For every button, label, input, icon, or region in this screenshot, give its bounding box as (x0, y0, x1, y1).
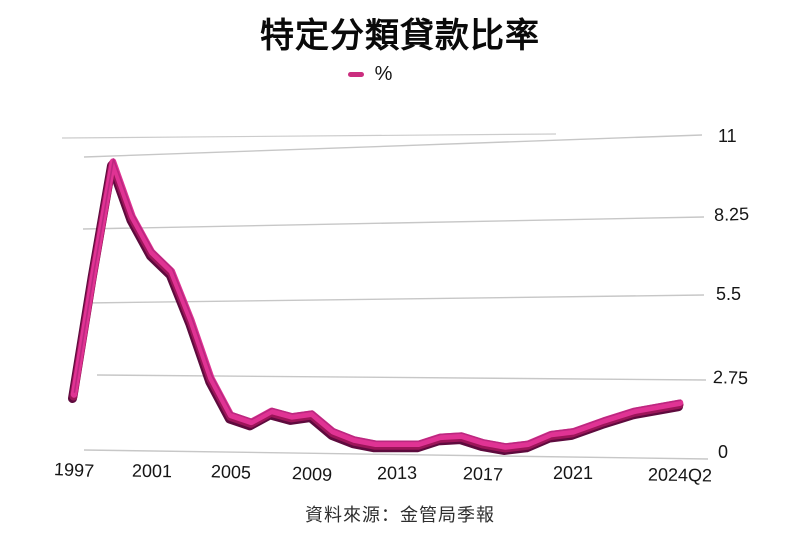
y-tick-label: 8.25 (713, 203, 750, 225)
ratio-line (70, 158, 684, 450)
y-tick-label: 11 (718, 126, 737, 146)
gridline (84, 294, 705, 304)
legend: % (0, 63, 770, 86)
ratio-line (73, 158, 682, 445)
x-tick-label: 1997 (53, 458, 95, 482)
x-tick-label: 2001 (131, 460, 173, 482)
gridlines (61, 133, 709, 460)
ratio-line (68, 161, 683, 455)
y-tick-label: 2.75 (712, 367, 749, 389)
x-tick-label: 2009 (291, 462, 333, 486)
legend-label: % (374, 63, 393, 85)
gridline (96, 374, 707, 381)
y-tick-label: 5.5 (716, 284, 742, 304)
source-note: 資料來源：金管局季報 (305, 505, 495, 525)
x-tick-label: 2017 (462, 463, 504, 485)
legend-line-swatch (347, 72, 364, 77)
y-tick-label: 0 (718, 442, 729, 462)
x-tick-label: 2013 (376, 462, 418, 484)
x-tick-label: 2005 (210, 461, 252, 483)
x-tick-label: 2024Q2 (647, 464, 713, 486)
gridline (83, 134, 703, 158)
chart-title: 特定分類貸款比率 (260, 17, 540, 55)
gridline (82, 216, 705, 230)
gridline-sketch-stroke (61, 133, 557, 139)
x-tick-label: 2021 (552, 463, 594, 483)
ratio-line-series (68, 158, 684, 455)
ratio-line (69, 159, 684, 453)
gridline (83, 449, 709, 460)
